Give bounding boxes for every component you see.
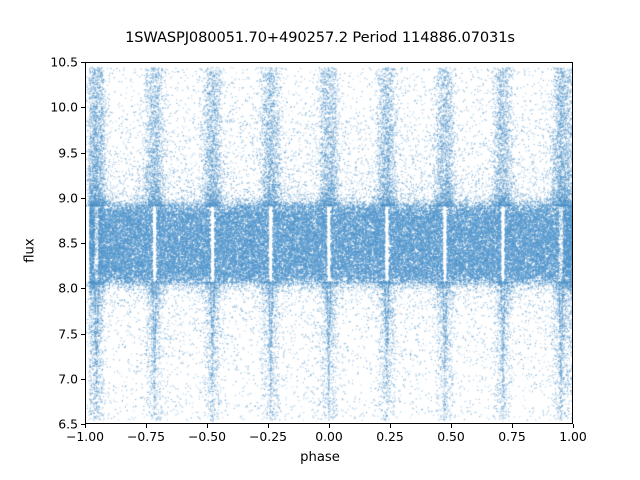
y-axis-label: flux	[22, 238, 38, 263]
x-tick-label: −0.75	[127, 429, 165, 444]
y-tick-mark	[81, 378, 85, 380]
y-tick-mark	[81, 107, 85, 109]
y-tick-label: 10.5	[50, 54, 78, 70]
x-tick-mark	[85, 424, 87, 428]
y-tick-mark	[81, 62, 85, 64]
x-tick-label: 0.50	[437, 429, 465, 444]
page-title: 1SWASPJ080051.70+490257.2 Period 114886.…	[125, 29, 515, 46]
y-tick-mark	[81, 152, 85, 154]
x-tick-label: 0.75	[498, 429, 526, 444]
y-tick-label: 8.5	[58, 235, 78, 251]
x-tick-mark	[573, 424, 575, 428]
x-tick-mark	[329, 424, 331, 428]
x-tick-mark	[451, 424, 453, 428]
y-tick-mark	[81, 424, 85, 426]
x-tick-label: 0.00	[315, 429, 343, 444]
y-tick-label: 7.0	[58, 371, 78, 387]
x-axis-label: phase	[300, 450, 340, 465]
x-tick-label: −0.50	[188, 429, 226, 444]
y-tick-label: 10.0	[50, 99, 78, 115]
y-tick-label: 8.0	[58, 280, 78, 296]
x-tick-mark	[146, 424, 148, 428]
x-tick-mark	[207, 424, 209, 428]
x-tick-label: −0.25	[249, 429, 287, 444]
y-tick-mark	[81, 243, 85, 245]
x-tick-mark	[268, 424, 270, 428]
x-tick-label: 1.00	[559, 429, 587, 444]
x-tick-label: −1.00	[66, 429, 104, 444]
x-tick-mark	[512, 424, 514, 428]
y-tick-mark	[81, 333, 85, 335]
y-tick-label: 9.0	[58, 190, 78, 206]
y-tick-mark	[81, 288, 85, 290]
y-tick-mark	[81, 197, 85, 199]
y-tick-label: 7.5	[58, 326, 78, 341]
y-tick-label: 6.5	[58, 416, 78, 432]
y-axis-tick-labels: 6.5 7.0 7.5 8.0 8.5 9.0 9.5 10.0 10.5	[0, 0, 85, 480]
scatter-plot-canvas	[86, 63, 572, 423]
plot-axes-area	[85, 62, 573, 424]
y-tick-label: 9.5	[58, 145, 78, 160]
x-tick-label: 0.25	[376, 429, 404, 444]
x-tick-mark	[390, 424, 392, 428]
